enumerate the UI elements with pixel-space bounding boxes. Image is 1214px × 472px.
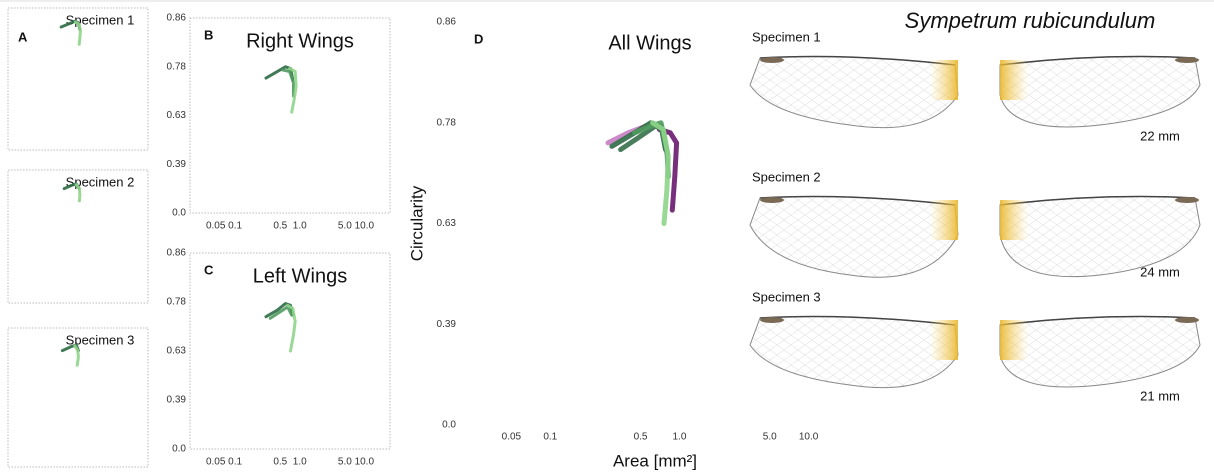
x-tick-label: 0.1 <box>228 221 242 232</box>
x-tick-label: 0.5 <box>273 221 287 232</box>
wing-base-left <box>930 320 958 360</box>
wing-trajectory <box>650 120 671 226</box>
wing-base-left <box>930 200 958 240</box>
x-tick-label: 10.0 <box>355 457 375 468</box>
x-tick-label: 5.0 <box>338 221 352 232</box>
x-tick-label: 5.0 <box>763 432 777 443</box>
wing-trajectory <box>281 68 295 98</box>
panel-title: Specimen 1 <box>66 12 135 27</box>
y-tick-label: 0.0 <box>172 208 186 219</box>
y-tick-label: 0.63 <box>167 110 187 121</box>
x-tick-label: 0.05 <box>502 432 522 443</box>
wing-left <box>749 196 959 278</box>
panel-title: Specimen 3 <box>66 332 135 347</box>
scale-label: 21 mm <box>1140 388 1180 403</box>
wing-trajectory <box>286 303 297 353</box>
wing-right <box>999 316 1201 388</box>
pterostigma <box>760 317 784 323</box>
x-tick-label: 1.0 <box>672 432 686 443</box>
pterostigma <box>760 197 784 203</box>
wing-base-left <box>930 60 958 100</box>
panel-title: Left Wings <box>253 265 347 287</box>
x-tick-label: 0.5 <box>634 432 648 443</box>
wing-trajectory <box>656 127 680 213</box>
wing-trajectory <box>73 344 80 367</box>
x-tick-label: 0.5 <box>273 457 287 468</box>
pterostigma <box>1175 197 1199 203</box>
x-tick-label: 0.1 <box>228 457 242 468</box>
panel-title: All Wings <box>608 32 691 54</box>
wing-trajectory <box>288 66 298 114</box>
y-tick-label: 0.63 <box>167 346 187 357</box>
x-tick-label: 1.0 <box>293 457 307 468</box>
y-tick-label: 0.86 <box>437 17 457 28</box>
plot-frame <box>7 169 149 304</box>
x-tick-label: 0.1 <box>543 432 557 443</box>
panel-letter: C <box>204 262 214 277</box>
plot-frame <box>7 327 149 468</box>
plot-frame <box>7 7 149 151</box>
wing-left <box>749 56 959 129</box>
panel-title: Specimen 2 <box>66 174 135 189</box>
y-tick-label: 0.0 <box>172 444 186 455</box>
y-tick-label: 0.86 <box>167 248 187 259</box>
y-tick-label: 0.78 <box>437 117 457 128</box>
x-axis-label: Area [mm²] <box>613 451 697 470</box>
y-axis-label: Circularity <box>407 185 426 261</box>
y-tick-label: 0.63 <box>437 218 457 229</box>
wing-trajectory <box>74 183 82 203</box>
plot-frame <box>189 252 391 450</box>
plot-frame <box>189 17 391 214</box>
panel-title: Right Wings <box>246 30 354 52</box>
y-tick-label: 0.0 <box>442 420 456 431</box>
x-tick-label: 0.05 <box>206 221 226 232</box>
wing-photos <box>749 55 1201 389</box>
panel-letter: B <box>204 27 213 42</box>
panel-letter: A <box>18 29 28 44</box>
x-tick-label: 0.05 <box>206 457 226 468</box>
specimen-label: Specimen 2 <box>752 169 821 184</box>
x-tick-label: 1.0 <box>293 221 307 232</box>
wing-right <box>999 56 1201 128</box>
y-tick-label: 0.39 <box>437 319 457 330</box>
x-tick-label: 10.0 <box>355 221 375 232</box>
wing-trajectory <box>268 305 294 320</box>
wing-base-right <box>1000 320 1028 360</box>
y-tick-label: 0.39 <box>167 159 187 170</box>
specimen-label: Specimen 3 <box>752 289 821 304</box>
pterostigma <box>1175 317 1199 323</box>
x-tick-label: 10.0 <box>799 432 819 443</box>
photo-title: Sympetrum rubicundulum <box>905 8 1156 33</box>
pterostigma <box>1175 57 1199 63</box>
y-tick-label: 0.86 <box>167 13 187 24</box>
y-tick-label: 0.39 <box>167 395 187 406</box>
panel-letter: D <box>474 31 483 46</box>
wing-left <box>749 316 959 389</box>
scale-label: 24 mm <box>1140 264 1180 279</box>
y-tick-label: 0.78 <box>167 297 187 308</box>
scale-label: 22 mm <box>1140 128 1180 143</box>
wing-trajectory <box>73 20 82 46</box>
x-tick-label: 5.0 <box>338 457 352 468</box>
wing-base-right <box>1000 200 1028 240</box>
specimen-label: Specimen 1 <box>752 29 821 44</box>
wing-base-right <box>1000 60 1028 100</box>
y-tick-label: 0.78 <box>167 61 187 72</box>
pterostigma <box>760 57 784 63</box>
